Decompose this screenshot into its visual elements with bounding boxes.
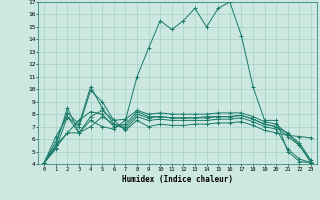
X-axis label: Humidex (Indice chaleur): Humidex (Indice chaleur) — [122, 175, 233, 184]
